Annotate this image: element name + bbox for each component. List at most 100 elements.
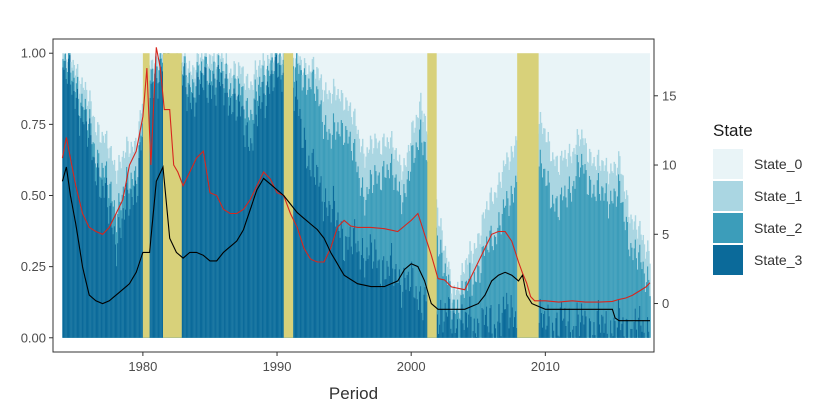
- state-3-bar: [353, 228, 355, 338]
- state-3-bar: [481, 307, 484, 338]
- state-2-bar: [644, 292, 647, 338]
- state-3-bar: [155, 65, 157, 338]
- state-3-bar: [378, 259, 381, 338]
- state-3-bar: [411, 261, 413, 338]
- state-2-bar: [621, 202, 623, 338]
- state-3-bar: [452, 310, 454, 338]
- state-3-bar: [559, 307, 562, 338]
- state-3-bar: [111, 227, 113, 338]
- state-3-bar: [337, 212, 339, 338]
- state-3-bar: [376, 268, 378, 338]
- state-2-bar: [564, 185, 566, 338]
- state-3-bar: [133, 186, 136, 338]
- state-3-bar: [79, 135, 81, 338]
- rate-lines: [61, 47, 651, 322]
- state-3-bar: [251, 143, 253, 338]
- state-3-bar: [543, 314, 545, 338]
- state-2-bar: [593, 184, 595, 338]
- state-3-bar: [317, 167, 319, 338]
- state-3-bar: [110, 203, 112, 338]
- state-3-bar: [253, 123, 255, 338]
- state-2-bar: [545, 186, 547, 338]
- state-3-bar: [216, 79, 219, 338]
- state-2-bar: [600, 200, 602, 338]
- state-2-bar: [571, 201, 573, 338]
- state-3-bar: [555, 318, 557, 338]
- state-2-bar: [493, 235, 496, 338]
- state-3-bar: [508, 328, 510, 338]
- state-3-bar: [582, 315, 584, 338]
- state-2-bar: [590, 179, 592, 338]
- state-2-bar: [479, 282, 481, 338]
- state-3-bar: [460, 320, 462, 338]
- state-3-bar: [327, 216, 329, 338]
- state-2-bar: [506, 191, 508, 338]
- state-2-bar: [488, 252, 490, 338]
- state-3-bar: [640, 325, 642, 338]
- state-3-bar: [199, 84, 202, 338]
- y2-tick-label: 15: [662, 88, 676, 103]
- state-3-bar: [583, 324, 585, 338]
- state-3-bar: [635, 329, 638, 338]
- state-2-bar: [385, 177, 387, 338]
- state-3-bar: [99, 196, 101, 338]
- state-2-bar: [438, 256, 440, 338]
- state-3-bar: [509, 317, 511, 338]
- state-2-bar: [446, 284, 449, 338]
- state-3-bar: [141, 137, 144, 338]
- state-3-bar: [499, 322, 501, 338]
- state-3-bar: [265, 105, 268, 338]
- state-2-bar: [412, 145, 414, 338]
- state-3-bar: [135, 180, 137, 338]
- state-3-bar: [438, 333, 440, 338]
- state-3-bar: [121, 218, 124, 338]
- state-3-bar: [234, 93, 236, 338]
- legend-swatch-0: [713, 149, 743, 179]
- state-2-bar: [567, 188, 570, 338]
- state-3-bar: [354, 219, 356, 338]
- state-2-bar: [422, 155, 424, 338]
- state-3-bar: [260, 108, 262, 338]
- state-3-bar: [597, 300, 600, 338]
- state-3-bar: [505, 309, 507, 338]
- state-3-bar: [213, 73, 215, 338]
- state-2-bar: [397, 191, 400, 338]
- state-3-bar: [501, 312, 504, 338]
- state-2-bar: [351, 160, 354, 338]
- state-2-bar: [577, 162, 580, 338]
- state-3-bar: [185, 87, 187, 338]
- state-2-bar: [342, 144, 345, 338]
- recession-band: [163, 53, 182, 338]
- state-3-bar: [562, 320, 564, 338]
- state-2-bar: [516, 182, 518, 338]
- state-2-bar: [610, 190, 612, 338]
- state-3-bar: [339, 237, 342, 338]
- state-2-bar: [477, 265, 479, 338]
- state-2-bar: [574, 188, 576, 338]
- state-2-bar: [445, 276, 448, 338]
- state-3-bar: [467, 327, 469, 338]
- state-2-bar: [386, 164, 389, 338]
- state-2-bar: [407, 171, 410, 338]
- state-2-bar: [620, 202, 622, 338]
- state-3-bar: [225, 74, 228, 338]
- state-3-bar: [64, 60, 67, 338]
- state-3-bar: [643, 332, 646, 338]
- state-3-bar: [420, 286, 422, 338]
- state-2-bar: [572, 186, 574, 338]
- state-2-bar: [548, 182, 551, 338]
- state-3-bar: [90, 135, 92, 338]
- state-2-bar: [647, 266, 649, 338]
- state-3-bar: [310, 176, 312, 338]
- state-3-bar: [313, 177, 316, 338]
- state-2-bar: [393, 190, 395, 338]
- state-3-bar: [639, 305, 641, 338]
- state-3-bar: [384, 279, 386, 338]
- state-3-bar: [488, 332, 490, 338]
- state-3-bar: [194, 116, 196, 338]
- state-3-bar: [214, 94, 216, 338]
- state-3-bar: [391, 242, 393, 338]
- state-2-bar: [538, 166, 541, 338]
- state-2-bar: [376, 183, 378, 338]
- state-1-bar: [459, 293, 461, 338]
